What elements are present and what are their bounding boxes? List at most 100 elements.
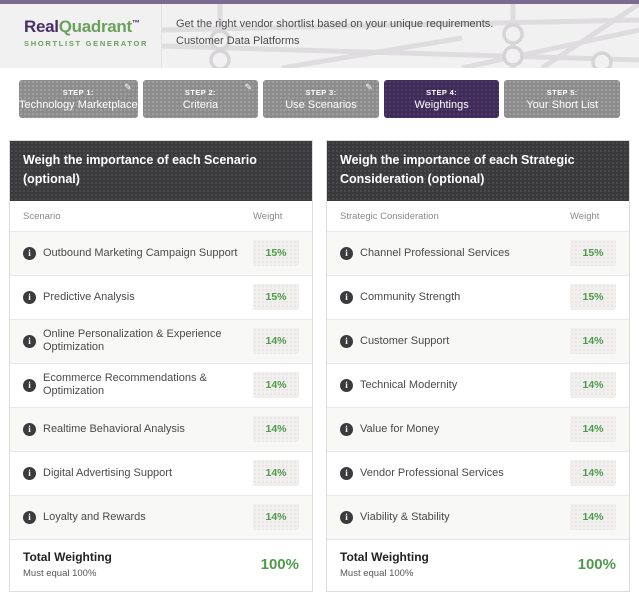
- info-icon[interactable]: i: [340, 334, 353, 348]
- step-3-use-scenarios[interactable]: ✎ STEP 3: Use Scenarios: [263, 80, 379, 118]
- step-label: Technology Marketplace: [19, 98, 138, 111]
- row-label-group: i Viability & Stability: [340, 511, 456, 524]
- app-header: RealQuadrant™ SHORTLIST GENERATOR: [0, 4, 639, 68]
- row-label-group: i Technical Modernity: [340, 379, 463, 392]
- column-headers: Scenario Weight: [10, 200, 312, 231]
- weight-input[interactable]: [570, 372, 616, 399]
- info-icon[interactable]: i: [23, 466, 36, 480]
- weight-input[interactable]: [253, 240, 299, 267]
- step-number: STEP 3:: [305, 87, 337, 97]
- table-row: i Value for Money: [327, 406, 629, 451]
- table-row: i Loyalty and Rewards: [10, 494, 312, 539]
- panel-title: Weigh the importance of each Strategic C…: [327, 141, 629, 201]
- edit-pencil-icon: ✎: [244, 82, 253, 92]
- consideration-name: Value for Money: [360, 422, 440, 435]
- table-row: i Outbound Marketing Campaign Support: [10, 230, 312, 275]
- weight-input[interactable]: [570, 284, 616, 311]
- info-icon[interactable]: i: [23, 422, 36, 436]
- weighting-panels: Weigh the importance of each Scenario (o…: [9, 140, 630, 592]
- panel-title: Weigh the importance of each Scenario (o…: [10, 141, 312, 201]
- step-1-technology-marketplace[interactable]: ✎ STEP 1: Technology Marketplace: [19, 80, 138, 118]
- header-right-section: Get the right vendor shortlist based on …: [162, 4, 639, 68]
- table-row: i Predictive Analysis: [10, 274, 312, 319]
- info-icon[interactable]: i: [23, 378, 36, 392]
- total-weighting-note: Must equal 100%: [23, 567, 97, 579]
- info-icon[interactable]: i: [23, 334, 36, 348]
- step-label: Criteria: [182, 98, 219, 111]
- row-label-group: i Customer Support: [340, 335, 455, 348]
- map-pattern-graphic: [162, 4, 639, 68]
- info-icon[interactable]: i: [340, 378, 353, 392]
- step-number: STEP 1:: [62, 87, 94, 97]
- table-row: i Customer Support: [327, 318, 629, 363]
- total-weighting-value: 100%: [577, 555, 616, 573]
- scenario-name: Outbound Marketing Campaign Support: [43, 246, 238, 259]
- weight-input[interactable]: [570, 240, 616, 267]
- scenario-name: Ecommerce Recommendations & Optimization: [43, 372, 207, 398]
- step-label: Use Scenarios: [285, 98, 357, 111]
- scenario-rows: i Outbound Marketing Campaign Support i Pr…: [10, 230, 312, 539]
- weight-input[interactable]: [570, 328, 616, 355]
- edit-pencil-icon: ✎: [124, 82, 132, 92]
- brand-name-real: Real: [24, 17, 59, 36]
- weight-input[interactable]: [570, 504, 616, 531]
- brand-name-quadrant: Quadrant: [58, 17, 132, 36]
- weight-input[interactable]: [253, 416, 299, 443]
- scenario-name: Digital Advertising Support: [43, 466, 173, 479]
- weight-input[interactable]: [570, 460, 616, 487]
- step-navigation: ✎ STEP 1: Technology Marketplace ✎ STEP …: [19, 80, 620, 118]
- consideration-name: Community Strength: [360, 290, 461, 303]
- total-weighting-row: Total Weighting Must equal 100% 100%: [327, 538, 629, 591]
- row-label-group: i Loyalty and Rewards: [23, 511, 152, 524]
- info-icon[interactable]: i: [340, 466, 353, 480]
- table-row: i Ecommerce Recommendations & Optimizatio…: [10, 362, 312, 407]
- step-label: Your Short List: [526, 98, 599, 111]
- column-header-weight: Weight: [253, 210, 283, 222]
- total-weighting-label: Total Weighting: [340, 549, 429, 564]
- edit-pencil-icon: ✎: [365, 82, 373, 92]
- brand-tagline: SHORTLIST GENERATOR: [24, 39, 149, 48]
- step-number: STEP 4:: [426, 87, 458, 97]
- scenario-name: Predictive Analysis: [43, 290, 135, 303]
- table-row: i Technical Modernity: [327, 362, 629, 407]
- brand-logo: RealQuadrant™ SHORTLIST GENERATOR: [0, 4, 162, 68]
- step-5-your-short-list[interactable]: STEP 5: Your Short List: [504, 80, 620, 118]
- row-label-group: i Vendor Professional Services: [340, 467, 510, 480]
- row-label-group: i Digital Advertising Support: [23, 467, 178, 480]
- weight-input[interactable]: [253, 460, 299, 487]
- strategic-consideration-weighting-panel: Weigh the importance of each Strategic C…: [326, 140, 630, 592]
- info-icon[interactable]: i: [23, 246, 36, 260]
- weight-input[interactable]: [253, 284, 299, 311]
- strategic-consideration-rows: i Channel Professional Services i Communit…: [327, 230, 629, 539]
- step-4-weightings[interactable]: STEP 4: Weightings: [383, 80, 500, 118]
- info-icon[interactable]: i: [340, 510, 353, 524]
- info-icon[interactable]: i: [340, 246, 353, 260]
- scenario-name: Online Personalization & Experience Opti…: [43, 328, 222, 354]
- column-header-strategic-consideration: Strategic Consideration: [340, 210, 439, 222]
- total-weighting-row: Total Weighting Must equal 100% 100%: [10, 538, 312, 591]
- weight-input[interactable]: [253, 372, 299, 399]
- info-icon[interactable]: i: [23, 510, 36, 524]
- table-row: i Community Strength: [327, 274, 629, 319]
- scenario-name: Loyalty and Rewards: [43, 510, 146, 523]
- consideration-name: Customer Support: [360, 334, 450, 347]
- consideration-name: Vendor Professional Services: [360, 466, 504, 479]
- top-accent-bar: [0, 0, 639, 4]
- scenario-name: Realtime Behavioral Analysis: [43, 422, 185, 435]
- total-weighting-label: Total Weighting: [23, 549, 112, 564]
- info-icon[interactable]: i: [340, 290, 353, 304]
- weight-input[interactable]: [570, 416, 616, 443]
- total-weighting-note: Must equal 100%: [340, 567, 414, 579]
- consideration-name: Technical Modernity: [360, 378, 458, 391]
- row-label-group: i Channel Professional Services: [340, 247, 516, 260]
- weight-input[interactable]: [253, 328, 299, 355]
- row-label-group: i Ecommerce Recommendations & Optimizatio…: [23, 372, 253, 398]
- info-icon[interactable]: i: [340, 422, 353, 436]
- row-label-group: i Value for Money: [340, 423, 445, 436]
- weight-input[interactable]: [253, 504, 299, 531]
- info-icon[interactable]: i: [23, 290, 36, 304]
- brand-name: RealQuadrant™: [24, 17, 161, 37]
- step-2-criteria[interactable]: ✎ STEP 2: Criteria: [142, 80, 259, 118]
- row-label-group: i Online Personalization & Experience Opt…: [23, 328, 253, 354]
- step-number: STEP 2:: [184, 87, 216, 97]
